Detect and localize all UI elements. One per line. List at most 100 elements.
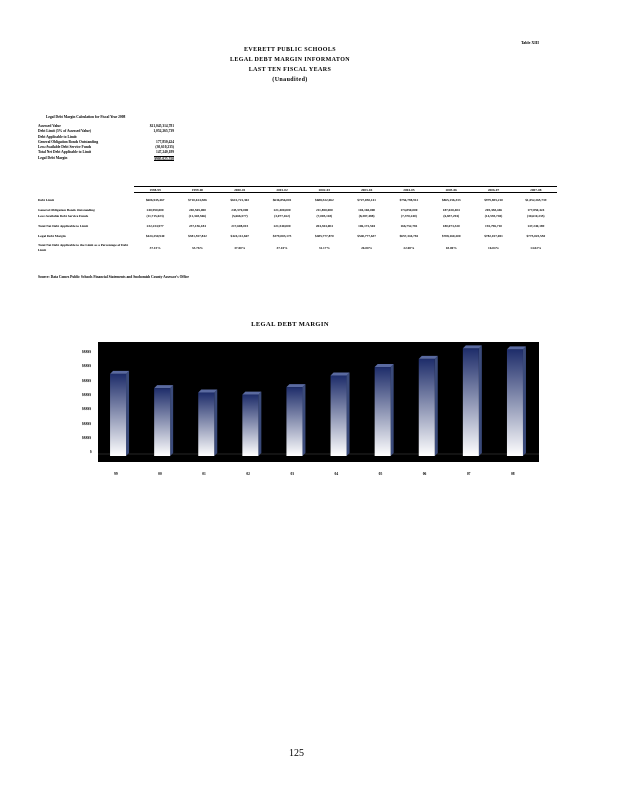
report-title-line1: EVERETT PUBLIC SCHOOLS — [243, 47, 337, 53]
table-cell: 37.10% — [276, 245, 288, 250]
table-row: General Obligation Bonds Outstanding 240,… — [38, 207, 557, 213]
y-tick-label: $$$$$ — [82, 364, 91, 369]
bar-top — [462, 345, 482, 349]
bar-side — [346, 372, 350, 456]
row-label: General Obligation Bonds Outstanding — [38, 208, 95, 212]
year-header-cell: 2004-05 — [387, 186, 431, 193]
row-label: Total Net Debt Applicable to the Limit a… — [38, 243, 129, 252]
row-label: Legal Debt Margin — [38, 234, 66, 238]
table-row: Total Net Debt Applicable to Limit 232,23… — [38, 223, 557, 229]
y-tick-label: $$$$$ — [82, 392, 91, 397]
row-label: Debt Limit — [38, 198, 54, 202]
y-axis-ticks: $$$$$ $$$$$ $$$$$ $$$$$ $$$$$ $$$$$ $$$$$ $ — [82, 350, 96, 470]
calculation-block: Assessed Value $21,045,314,781 Debt Limit … — [38, 124, 174, 162]
table-cell: (3,077,162) — [274, 214, 290, 218]
row-label: Total Net Debt Applicable to Limit — [38, 224, 89, 228]
table-cell: $540,777,637 — [357, 234, 376, 238]
table-cell: $710,614,586 — [188, 198, 207, 202]
table-cell: 204,304,004 — [315, 224, 333, 228]
table-id-label: Table XIII — [521, 40, 539, 45]
table-cell: 180,073,320 — [442, 224, 460, 228]
bar-side — [126, 370, 130, 456]
table-row: Legal Debt Margin $424,250,940 $381,557,84… — [38, 233, 557, 239]
bar-top — [154, 385, 174, 389]
year-header-cell: 2002-03 — [303, 186, 346, 193]
table-cell: $657,344,781 — [399, 234, 419, 238]
table-cell: 18.00% — [445, 245, 457, 250]
bar-top — [374, 364, 394, 368]
bar-chart — [98, 345, 539, 456]
bar — [330, 375, 347, 456]
table-cell: 211,850,000 — [315, 208, 333, 212]
calc-row-label: Debt Limit (5% of Assessed Value) — [38, 129, 92, 134]
x-tick-label: 99 — [114, 472, 118, 476]
calc-row-value: (30,610,235) — [155, 145, 174, 150]
calc-row-value: $21,045,314,781 — [149, 124, 174, 128]
year-header-cell: 2000-01 — [218, 186, 261, 193]
x-tick-label: 03 — [290, 472, 295, 476]
bar — [242, 394, 259, 456]
bar-side — [214, 389, 218, 456]
report-title-line4: (Unaudited) — [272, 77, 308, 83]
table-cell: (30,610,235) — [527, 214, 545, 218]
bar-top — [330, 372, 350, 376]
bar — [462, 348, 479, 456]
legal-debt-margin-table: 1998-99 1999-00 2000-01 2001-02 2002-03 2003-… — [38, 186, 557, 252]
y-tick-label: $ — [90, 450, 92, 455]
row-label: Less:Available Debt Service Funds — [38, 214, 89, 218]
bar-side — [258, 391, 262, 456]
table-cell: 217,608,015 — [231, 224, 249, 228]
table-cell: 106,172,504 — [358, 224, 376, 228]
x-tick-label: 04 — [334, 472, 339, 476]
bar-side — [390, 364, 394, 456]
table-cell: 16.04% — [488, 245, 500, 250]
bar-top — [110, 370, 130, 374]
calc-row-label: Total Net Debt Applicable to Limit — [38, 150, 92, 155]
year-header-cell: 1998-99 — [134, 186, 177, 193]
calc-row: Total Net Debt Applicable to Limit 147,24… — [38, 150, 174, 155]
x-tick-label: 00 — [158, 472, 162, 476]
table-cell: $1,052,265,739 — [525, 198, 547, 202]
calc-row: Assessed Value $21,045,314,781 — [38, 124, 174, 129]
table-cell: (6,837,294) — [443, 214, 460, 218]
calc-row: Debt Limit (5% of Assessed Value) 1,052,2… — [38, 129, 174, 134]
y-tick-label: $$$$$ — [82, 350, 91, 354]
table-cell: 174,850,000 — [400, 208, 418, 212]
bar — [286, 387, 303, 456]
table-cell: 221,540,000 — [273, 224, 291, 228]
bar — [418, 358, 435, 456]
table-cell: 22.00% — [403, 245, 415, 250]
chart-plot-area — [98, 342, 539, 462]
bar-top — [198, 389, 218, 393]
table-cell: (7,005,118) — [316, 214, 333, 218]
table-cell: 177,850,424 — [527, 208, 545, 212]
bar-top — [506, 346, 526, 350]
bar-top — [242, 391, 262, 395]
calc-row-value: $905,025,550 — [154, 155, 174, 162]
bar-side — [302, 384, 306, 456]
table-cell: $485,777,870 — [315, 234, 334, 238]
bar-top — [286, 384, 306, 388]
calc-row-label: General Obligation Bonds Outstanding — [38, 139, 99, 144]
report-title-line2: LEGAL DEBT MARGIN INFORMATON — [229, 57, 351, 63]
calc-row: Debt Applicable to Limit: — [38, 135, 174, 140]
table-cell: (7,370,240) — [401, 214, 417, 218]
table-cell: $381,557,842 — [188, 234, 207, 238]
year-header-cell: 1999-00 — [176, 186, 219, 193]
table-cell: 187,020,404 — [442, 208, 460, 212]
y-tick-label: $$$$$ — [82, 435, 91, 440]
y-tick-label: $$$$$ — [82, 407, 91, 412]
bar-side — [170, 385, 174, 456]
table-cell: $606,945,467 — [145, 198, 165, 202]
table-row: Less:Available Debt Service Funds (11,715… — [38, 213, 557, 219]
table-cell: 37.00% — [234, 245, 246, 250]
table-cell: 31.17% — [318, 245, 330, 250]
table-cell: $424,112,667 — [230, 234, 249, 238]
table-cell: 166,752,781 — [400, 224, 418, 228]
calc-row-label: Debt Applicable to Limit: — [38, 134, 78, 139]
table-cell: (11,715,023) — [146, 214, 164, 218]
bar-top — [418, 355, 438, 359]
y-tick-label: $$$$$ — [82, 421, 91, 426]
table-cell: $865,156,333 — [441, 198, 461, 202]
table-cell: 237,156,184 — [188, 224, 206, 228]
